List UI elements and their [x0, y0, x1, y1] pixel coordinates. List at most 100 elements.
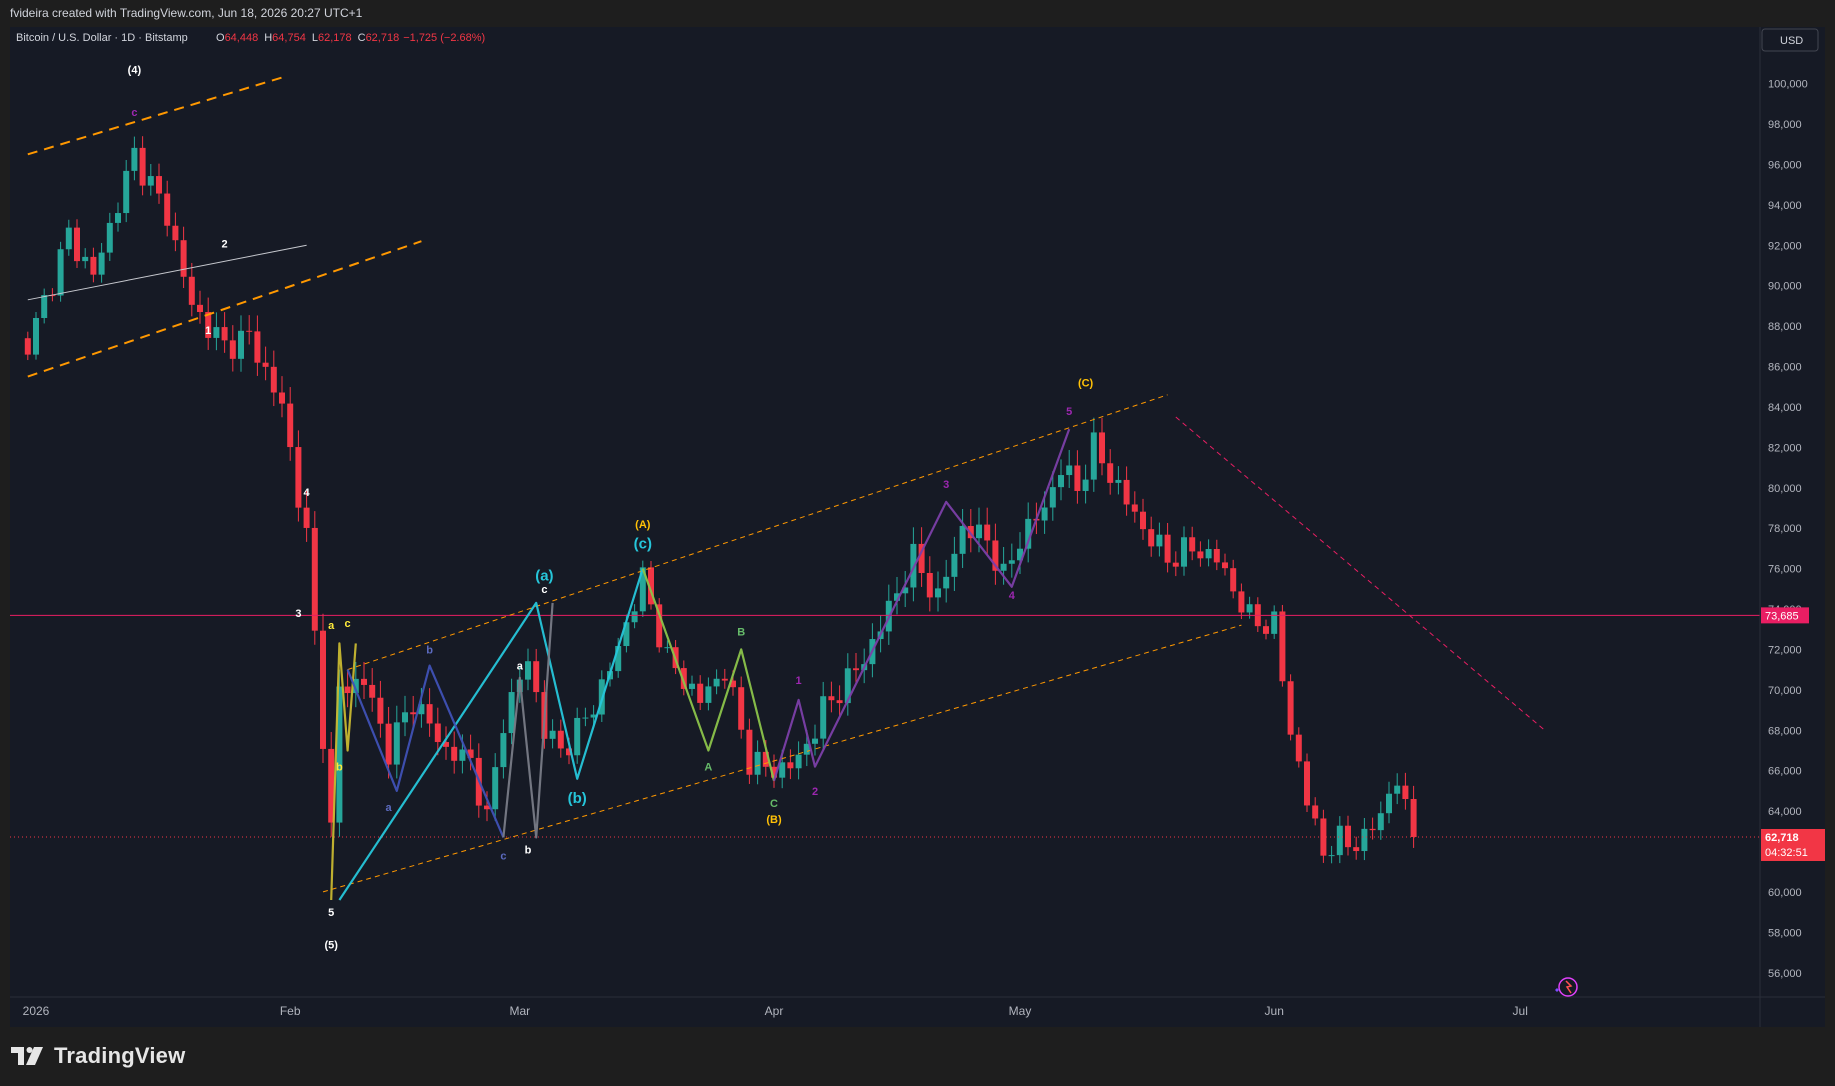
candle-body [156, 176, 162, 194]
level-price-tag [1761, 607, 1809, 624]
candle-body [1304, 761, 1310, 806]
candle-body [1369, 828, 1376, 831]
price-tick-label: 60,000 [1768, 887, 1802, 899]
candle-body [1164, 534, 1171, 563]
wave-label: (5) [324, 940, 338, 952]
candle-body [894, 593, 900, 601]
candle-body [533, 661, 540, 693]
candle-body [57, 249, 64, 296]
candle-body [1172, 562, 1179, 567]
trendline [347, 394, 1168, 671]
spark-icon[interactable] [1555, 977, 1578, 997]
candle-body [385, 723, 392, 765]
candle-body [311, 527, 318, 631]
wave-label: 1 [205, 325, 211, 337]
trendlines-layer [10, 76, 1760, 893]
candle-body [1189, 537, 1196, 552]
candle-body [328, 748, 335, 823]
price-tick-label: 84,000 [1768, 402, 1802, 414]
last-price-tag-countdown: 04:32:51 [1765, 847, 1808, 859]
candle-body [1066, 465, 1073, 476]
candle-body [147, 176, 154, 186]
candle-body [500, 733, 507, 768]
candle-body [1345, 825, 1351, 848]
candle-body [746, 729, 753, 775]
candle-body [459, 749, 466, 761]
candle-body [270, 366, 277, 393]
candle-body [574, 717, 581, 756]
candle-body [1213, 549, 1220, 563]
price-tick-label: 100,000 [1768, 79, 1808, 91]
candle-body [1107, 463, 1114, 483]
candle-body [238, 330, 244, 359]
plot-background [10, 27, 1825, 1027]
candle-body [188, 276, 195, 305]
price-tick-label: 98,000 [1768, 119, 1802, 131]
time-axis[interactable]: 2026 Feb Mar Apr May Jun Jul [23, 1004, 1528, 1018]
legend-close-value: 62,718 [366, 32, 400, 44]
chart-banner: fvideira created with TradingView.com, J… [0, 0, 1835, 27]
candle-body [1008, 560, 1015, 564]
candle-body [139, 147, 146, 186]
legend-low-label: L [312, 32, 318, 44]
currency-button[interactable] [1761, 28, 1819, 52]
candle-body [246, 330, 253, 332]
wave-label: 3 [943, 479, 949, 491]
candle-body [1238, 591, 1245, 613]
candle-body [582, 717, 589, 719]
candle-body [795, 754, 802, 769]
candle-body [1328, 855, 1335, 857]
candle-body [738, 687, 745, 730]
last-price-tag [1761, 828, 1825, 861]
price-axis[interactable]: 56,00058,00060,00062,00064,00066,00068,0… [1768, 79, 1808, 980]
candle-body [992, 540, 999, 571]
candle-body [1000, 563, 1007, 571]
candle-body [123, 170, 130, 214]
candle-body [65, 227, 72, 250]
time-tick-label: 2026 [23, 1004, 50, 1018]
candle-body [1099, 432, 1105, 464]
wave-label: b [426, 644, 433, 656]
candle-body [443, 742, 449, 747]
wave-label: (b) [568, 790, 587, 807]
wave-label: 1 [796, 675, 802, 687]
wave-label: 3 [295, 608, 301, 620]
candle-body [1017, 548, 1023, 561]
legend-low-value: 62,178 [318, 32, 352, 44]
trendline [27, 240, 422, 378]
price-tick-label: 94,000 [1768, 200, 1802, 212]
legend-symbol[interactable]: Bitcoin / U.S. Dollar · 1D · Bitstamp [16, 32, 188, 44]
candle-body [82, 256, 89, 262]
candle-body [1131, 504, 1138, 512]
trendline [27, 76, 283, 156]
tradingview-brand-text: TradingView [54, 1043, 186, 1068]
candle-body [828, 696, 835, 701]
candle-body [254, 331, 261, 363]
candle-body [508, 692, 515, 734]
candle-body [656, 604, 663, 648]
candle-body [1041, 507, 1048, 521]
candle-body [680, 668, 687, 689]
candle-body [935, 588, 941, 598]
wave-label: b [336, 762, 343, 774]
candle-body [1156, 534, 1163, 547]
candle-body [549, 730, 556, 739]
wave-path [330, 642, 357, 901]
wave-label: 5 [328, 907, 334, 919]
candle-body [557, 730, 564, 749]
candle-body [90, 256, 97, 275]
candle-body [639, 567, 646, 612]
legend-open-value: 64,448 [225, 32, 259, 44]
wave-label: (B) [766, 814, 782, 826]
candles-layer [24, 136, 1417, 864]
tradingview-logo[interactable]: TradingView [10, 1040, 185, 1072]
candle-body [1271, 611, 1278, 634]
price-tick-label: 92,000 [1768, 240, 1802, 252]
candle-body [1082, 479, 1089, 491]
legend-change: −1,725 (−2.68%) [403, 32, 485, 44]
candle-body [344, 686, 351, 694]
candle-body [352, 678, 359, 694]
candle-body [1263, 626, 1269, 634]
candle-body [697, 683, 704, 703]
